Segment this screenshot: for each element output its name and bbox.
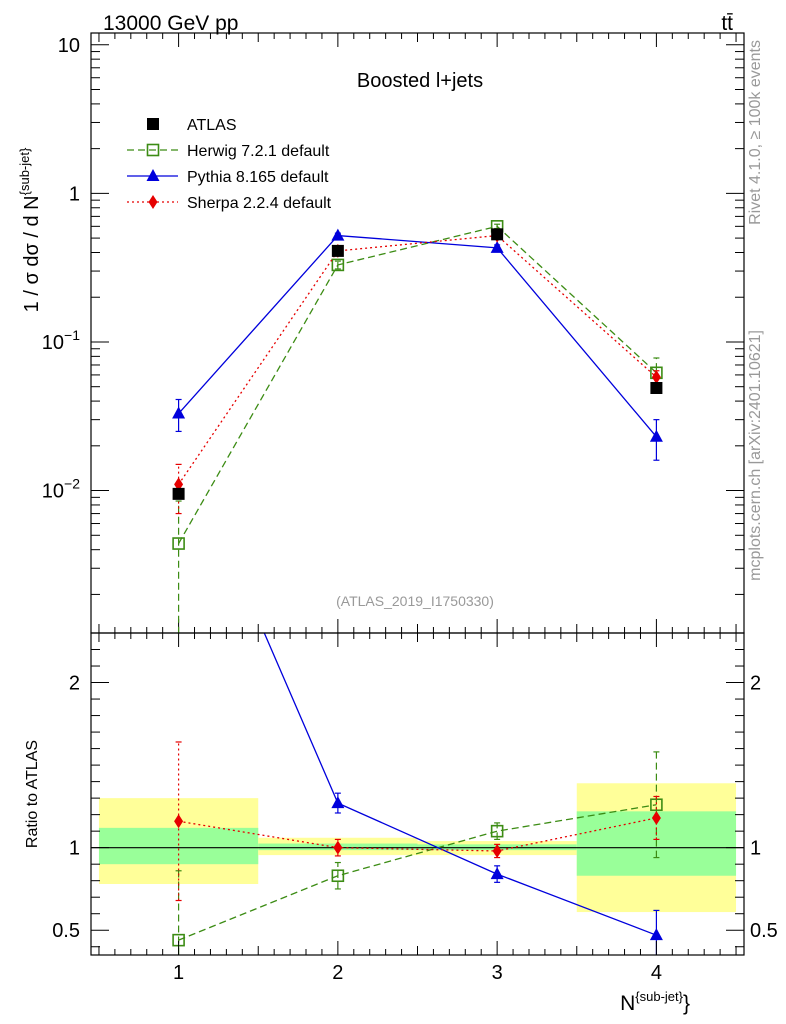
- data-point: [333, 840, 343, 855]
- series-line: [178, 804, 657, 941]
- series-line: [263, 633, 657, 936]
- ratio-y-axis-label: Ratio to ATLAS: [24, 740, 41, 848]
- data-point: [331, 244, 344, 257]
- main-y-axis-label: 1 / σ dσ / d N{sub-jet}: [17, 147, 43, 312]
- process-label: tt̄: [721, 12, 733, 35]
- main-series-group: [172, 220, 663, 633]
- data-point: [331, 869, 345, 883]
- series-sherpa-2-2-4-default: [174, 228, 661, 515]
- series-line: [178, 817, 657, 852]
- data-point: [649, 928, 663, 941]
- chart-title: Boosted l+jets: [357, 70, 483, 92]
- svg-text:1 / σ dσ / d N{sub-jet}: 1 / σ dσ / d N{sub-jet}: [17, 147, 43, 312]
- legend-marker: [148, 195, 158, 209]
- data-point: [174, 814, 184, 829]
- ratio-y-tick-label-right: 1: [750, 838, 761, 860]
- ratio-panel: 1 2 3 4 0.5 0.5 1 1 2 2: [52, 632, 778, 984]
- data-point: [172, 537, 185, 550]
- data-point: [172, 487, 185, 500]
- main-y-tick-label: 10−1: [42, 327, 80, 354]
- data-point: [651, 370, 661, 385]
- series-pythia-8-165-default: [172, 228, 663, 461]
- data-point: [490, 240, 504, 253]
- ratio-frame: [90, 632, 745, 956]
- mcplots-label: mcplots.cern.ch [arXiv:2401.10621]: [747, 330, 764, 581]
- ratio-y-tick-label-right: 0.5: [750, 920, 778, 942]
- data-point: [649, 429, 663, 442]
- data-point: [491, 228, 504, 241]
- main-y-tick-label: 1: [69, 183, 80, 205]
- x-tick-label: 3: [492, 962, 503, 984]
- legend-item-sherpa-2-2-4-default: Sherpa 2.2.4 default: [127, 195, 332, 212]
- x-tick-label: 1: [173, 962, 184, 984]
- ratio-y-tick-label: 2: [69, 673, 80, 695]
- main-panel: 10−2 10−1 1 10 Boosted l+jets (ATLAS_2019_I17…: [42, 32, 745, 634]
- ratio-y-tick-label: 1: [69, 838, 80, 860]
- rivet-version-label: Rivet 4.1.0, ≥ 100k events: [747, 40, 764, 225]
- x-axis-label: N{sub-jet}}: [620, 989, 690, 1015]
- svg-text:N{sub-jet}}: N{sub-jet}}: [620, 989, 690, 1015]
- ratio-axes: 1 2 3 4 0.5 0.5 1 1 2 2: [52, 633, 778, 984]
- legend-item-atlas: ATLAS: [147, 117, 237, 134]
- data-point: [490, 867, 504, 880]
- data-point: [490, 824, 504, 838]
- series-line: [178, 234, 657, 438]
- legend-label: Herwig 7.2.1 default: [187, 143, 330, 160]
- legend-marker: [146, 143, 160, 157]
- main-y-tick-label: 10−2: [42, 476, 80, 503]
- energy-label: 13000 GeV pp: [103, 12, 238, 35]
- ratio-y-tick-label: 0.5: [52, 920, 80, 942]
- series-line: [178, 234, 657, 485]
- legend-label: ATLAS: [187, 117, 237, 134]
- series-line: [178, 225, 657, 544]
- legend-item-herwig-7-2-1-default: Herwig 7.2.1 default: [127, 143, 330, 160]
- ratio-y-tick-label-right: 2: [750, 673, 761, 695]
- main-y-tick-label: 10: [58, 35, 80, 57]
- legend-marker: [146, 169, 160, 181]
- data-point: [651, 810, 661, 825]
- data-point: [492, 843, 502, 858]
- data-point: [172, 406, 186, 419]
- x-tick-label: 4: [651, 962, 662, 984]
- data-point: [331, 228, 345, 241]
- ratio-series-sherpa-2-2-4-default: [174, 741, 661, 902]
- legend-label: Sherpa 2.2.4 default: [187, 195, 332, 212]
- legend-marker: [147, 118, 159, 130]
- legend: ATLAS Herwig 7.2.1 default Pythia 8.165 de…: [127, 117, 332, 212]
- series-herwig-7-2-1-default: [172, 220, 663, 633]
- series-atlas: [172, 228, 663, 500]
- analysis-label: (ATLAS_2019_I1750330): [336, 593, 494, 609]
- legend-item-pythia-8-165-default: Pythia 8.165 default: [127, 169, 329, 186]
- ratio-series-group: [172, 633, 663, 955]
- data-point: [331, 796, 345, 809]
- main-axes: 10−2 10−1 1 10: [42, 33, 744, 633]
- legend-label: Pythia 8.165 default: [187, 169, 329, 186]
- ratio-series-pythia-8-165-default: [263, 633, 663, 955]
- data-point: [650, 381, 663, 394]
- x-tick-label: 2: [332, 962, 343, 984]
- data-point: [331, 258, 345, 272]
